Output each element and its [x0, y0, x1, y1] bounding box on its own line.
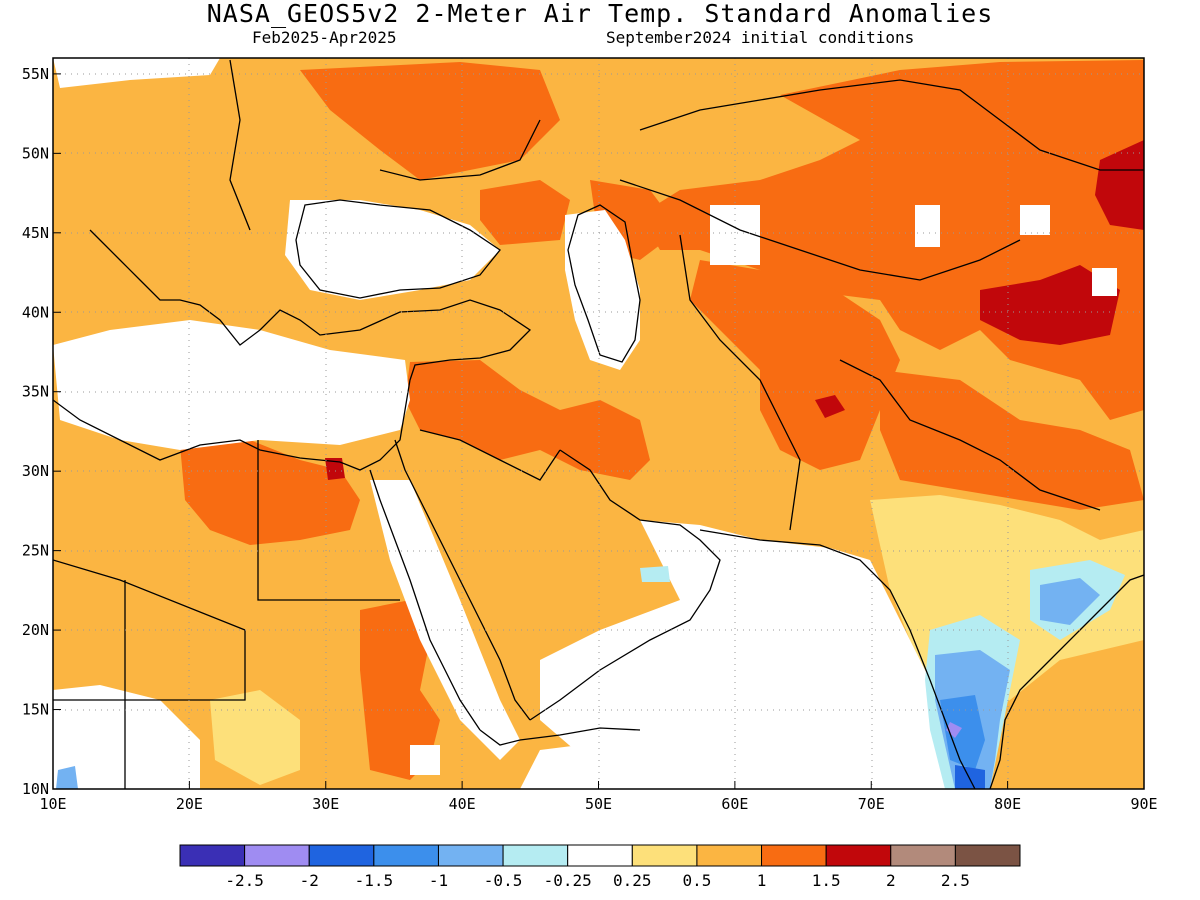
x-tick-label: 90E: [1130, 795, 1157, 813]
colorbar-swatch: [696, 844, 763, 867]
anomaly-region-cool-light: [1040, 578, 1100, 625]
coastline-bay-of-bengal: [989, 574, 1144, 789]
colorbar-swatch: [890, 844, 956, 867]
anomaly-region-cool-faint: [640, 566, 670, 582]
colorbar-label: 1.5: [812, 871, 841, 890]
x-tick-label: 40E: [449, 795, 476, 813]
anomaly-region-cool-mid: [940, 695, 985, 770]
colorbar-swatch: [502, 844, 569, 867]
anomaly-region-neutral: [520, 740, 640, 789]
anomaly-region-neutral: [410, 745, 440, 775]
forecast-period: Feb2025-Apr2025: [252, 28, 397, 47]
anomaly-region-orange: [690, 260, 900, 470]
anomaly-region-cool-strong: [955, 765, 985, 789]
anomaly-region-cool-light: [56, 766, 78, 789]
initial-conditions: September2024 initial conditions: [606, 28, 915, 47]
colorbar-label: 0.25: [613, 871, 652, 890]
y-tick-label: 25N: [22, 542, 49, 560]
coastline-mediterranean: [53, 229, 532, 471]
border-line: [229, 59, 1144, 281]
colorbar-label: -2: [300, 871, 319, 890]
anomaly-region-dark-red: [325, 458, 345, 480]
anomaly-region-orange: [480, 180, 570, 245]
anomaly-region-neutral: [53, 685, 200, 789]
colorbar-swatch: [567, 844, 633, 867]
coastline-red-sea: [394, 439, 531, 721]
latitude-axis: 55N 50N 45N 40N 35N 30N 25N 20N 15N 10N: [22, 65, 61, 798]
anomaly-region-neutral: [540, 520, 960, 789]
colorbar-label: -0.25: [544, 871, 592, 890]
colorbar: -2.5 -2 -1.5 -1 -0.5 -0.25 0.25 0.5 1 1.5 2 2.5: [179, 844, 1021, 890]
x-tick-label: 50E: [585, 795, 612, 813]
colorbar-swatch: [437, 844, 504, 867]
colorbar-label: -1: [429, 871, 448, 890]
anomaly-region-dark-red: [815, 395, 845, 418]
coastline-caspian-sea: [567, 204, 641, 363]
coastlines-and-borders: [53, 59, 1144, 789]
coastline-horn-africa: [479, 727, 641, 746]
y-tick-label: 35N: [22, 383, 49, 401]
anomaly-region-neutral: [370, 480, 520, 760]
y-tick-label: 15N: [22, 701, 49, 719]
colorbar-swatch: [244, 844, 310, 867]
anomaly-region-neutral: [1092, 268, 1117, 296]
x-tick-label: 70E: [858, 795, 885, 813]
longitude-axis: 10E 20E 30E 40E 50E 60E 70E 80E 90E: [39, 781, 1158, 813]
y-tick-label: 55N: [22, 65, 49, 83]
anomaly-region-dark-red: [1095, 140, 1144, 230]
y-tick-label: 30N: [22, 462, 49, 480]
x-tick-label: 60E: [721, 795, 748, 813]
anomaly-region-neutral: [1020, 205, 1050, 235]
colorbar-swatch: [179, 844, 246, 867]
x-tick-label: 30E: [312, 795, 339, 813]
coastline-black-sea: [295, 199, 501, 299]
anomaly-region-orange: [360, 600, 440, 780]
colorbar-swatch: [761, 844, 827, 867]
colorbar-swatch: [825, 844, 892, 867]
anomaly-region-neutral: [565, 210, 640, 370]
anomaly-region-neutral: [915, 205, 940, 247]
anomaly-region-orange: [180, 440, 360, 545]
anomaly-region-orange: [880, 370, 1144, 510]
colorbar-label: -2.5: [225, 871, 264, 890]
anomaly-region-dark-red: [980, 265, 1120, 345]
anomaly-region-pale-yellow: [210, 690, 300, 785]
colorbar-swatch: [308, 844, 375, 867]
map-title: NASA_GEOS5v2 2-Meter Air Temp. Standard …: [206, 0, 994, 28]
y-tick-label: 45N: [22, 224, 49, 242]
anomaly-region-neutral: [285, 200, 500, 300]
anomaly-region-neutral: [53, 320, 410, 450]
anomaly-field: [53, 58, 1144, 789]
anomaly-region-orange: [300, 62, 560, 180]
colorbar-label: 2: [886, 871, 896, 890]
coastline-persian-gulf: [529, 449, 721, 721]
y-tick-label: 10N: [22, 780, 49, 798]
colorbar-swatch: [631, 844, 698, 867]
x-tick-label: 80E: [994, 795, 1021, 813]
colorbar-swatch: [373, 844, 439, 867]
colorbar-label: 0.5: [682, 871, 711, 890]
colorbar-label: -1.5: [355, 871, 394, 890]
coastline-red-sea-west: [369, 469, 481, 731]
colorbar-label: 1: [757, 871, 767, 890]
coastline-arabian-sea: [699, 529, 976, 789]
y-tick-label: 20N: [22, 621, 49, 639]
y-tick-label: 40N: [22, 303, 49, 321]
x-tick-label: 10E: [39, 795, 66, 813]
anomaly-region-neutral: [53, 58, 220, 88]
anomaly-region-cool-strong: [946, 722, 962, 738]
colorbar-label: 2.5: [941, 871, 970, 890]
colorbar-label: -0.5: [484, 871, 523, 890]
y-tick-label: 50N: [22, 144, 49, 162]
border-line: [53, 234, 1101, 789]
colorbar-swatch: [954, 844, 1021, 867]
anomaly-region-orange: [405, 360, 650, 480]
x-tick-label: 20E: [176, 795, 203, 813]
